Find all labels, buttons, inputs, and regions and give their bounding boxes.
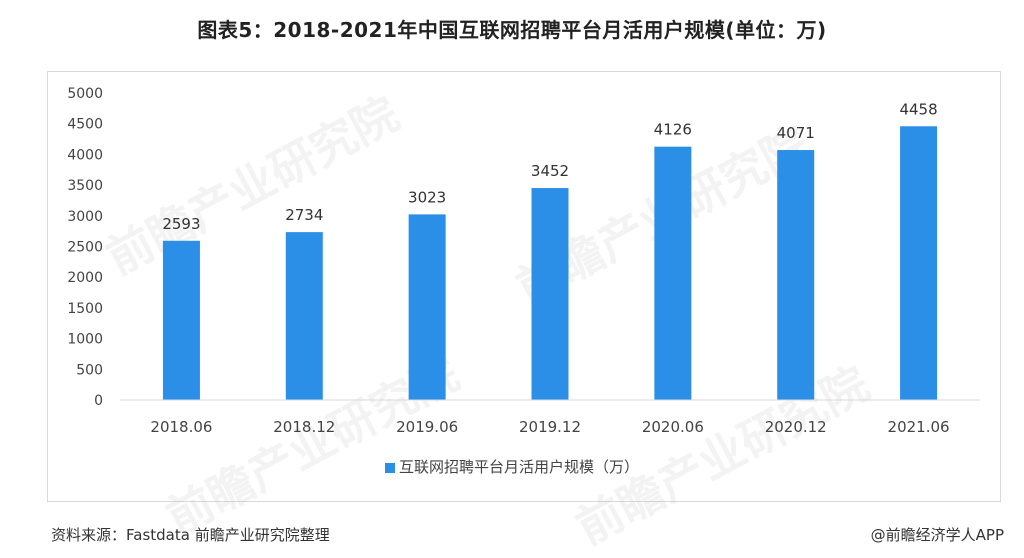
data-label: 2593 [162, 215, 200, 233]
data-label: 4458 [899, 100, 937, 118]
y-tick-label: 3000 [67, 209, 103, 225]
x-tick-label: 2020.12 [765, 418, 827, 436]
y-tick-label: 4500 [67, 117, 103, 133]
y-tick-label: 0 [94, 393, 103, 409]
y-tick-label: 2000 [67, 270, 103, 286]
x-tick-label: 2018.06 [150, 418, 212, 436]
y-tick-label: 3500 [67, 178, 103, 194]
y-tick-label: 2500 [67, 240, 103, 256]
bar [531, 188, 569, 400]
legend: 互联网招聘平台月活用户规模（万） [0, 456, 1024, 477]
data-label: 3023 [408, 188, 446, 206]
y-tick-label: 5000 [67, 86, 103, 102]
legend-label: 互联网招聘平台月活用户规模（万） [398, 458, 639, 476]
credit-note: @前瞻经济学人APP [870, 526, 1004, 544]
x-tick-label: 2018.12 [273, 418, 335, 436]
x-tick-label: 2019.12 [519, 418, 581, 436]
y-tick-label: 500 [76, 362, 103, 378]
data-label: 3452 [531, 162, 569, 180]
x-tick-label: 2019.06 [396, 418, 458, 436]
y-tick-label: 4000 [67, 147, 103, 163]
chart-frame [47, 71, 1001, 502]
chart-title: 图表5：2018-2021年中国互联网招聘平台月活用户规模(单位：万) [197, 18, 827, 42]
x-tick-label: 2020.06 [642, 418, 704, 436]
y-tick-label: 1000 [67, 332, 103, 348]
source-note: 资料来源：Fastdata 前瞻产业研究院整理 [51, 526, 330, 544]
data-label: 4126 [654, 121, 692, 139]
x-tick-label: 2021.06 [888, 418, 950, 436]
data-label: 2734 [285, 206, 323, 224]
bar [285, 232, 323, 400]
legend-swatch [384, 462, 395, 473]
bar [777, 150, 815, 400]
data-label: 4071 [777, 124, 815, 142]
bar [900, 126, 938, 400]
bar [162, 240, 200, 400]
bar [408, 214, 446, 400]
bar [654, 146, 692, 400]
y-tick-label: 1500 [67, 301, 103, 317]
